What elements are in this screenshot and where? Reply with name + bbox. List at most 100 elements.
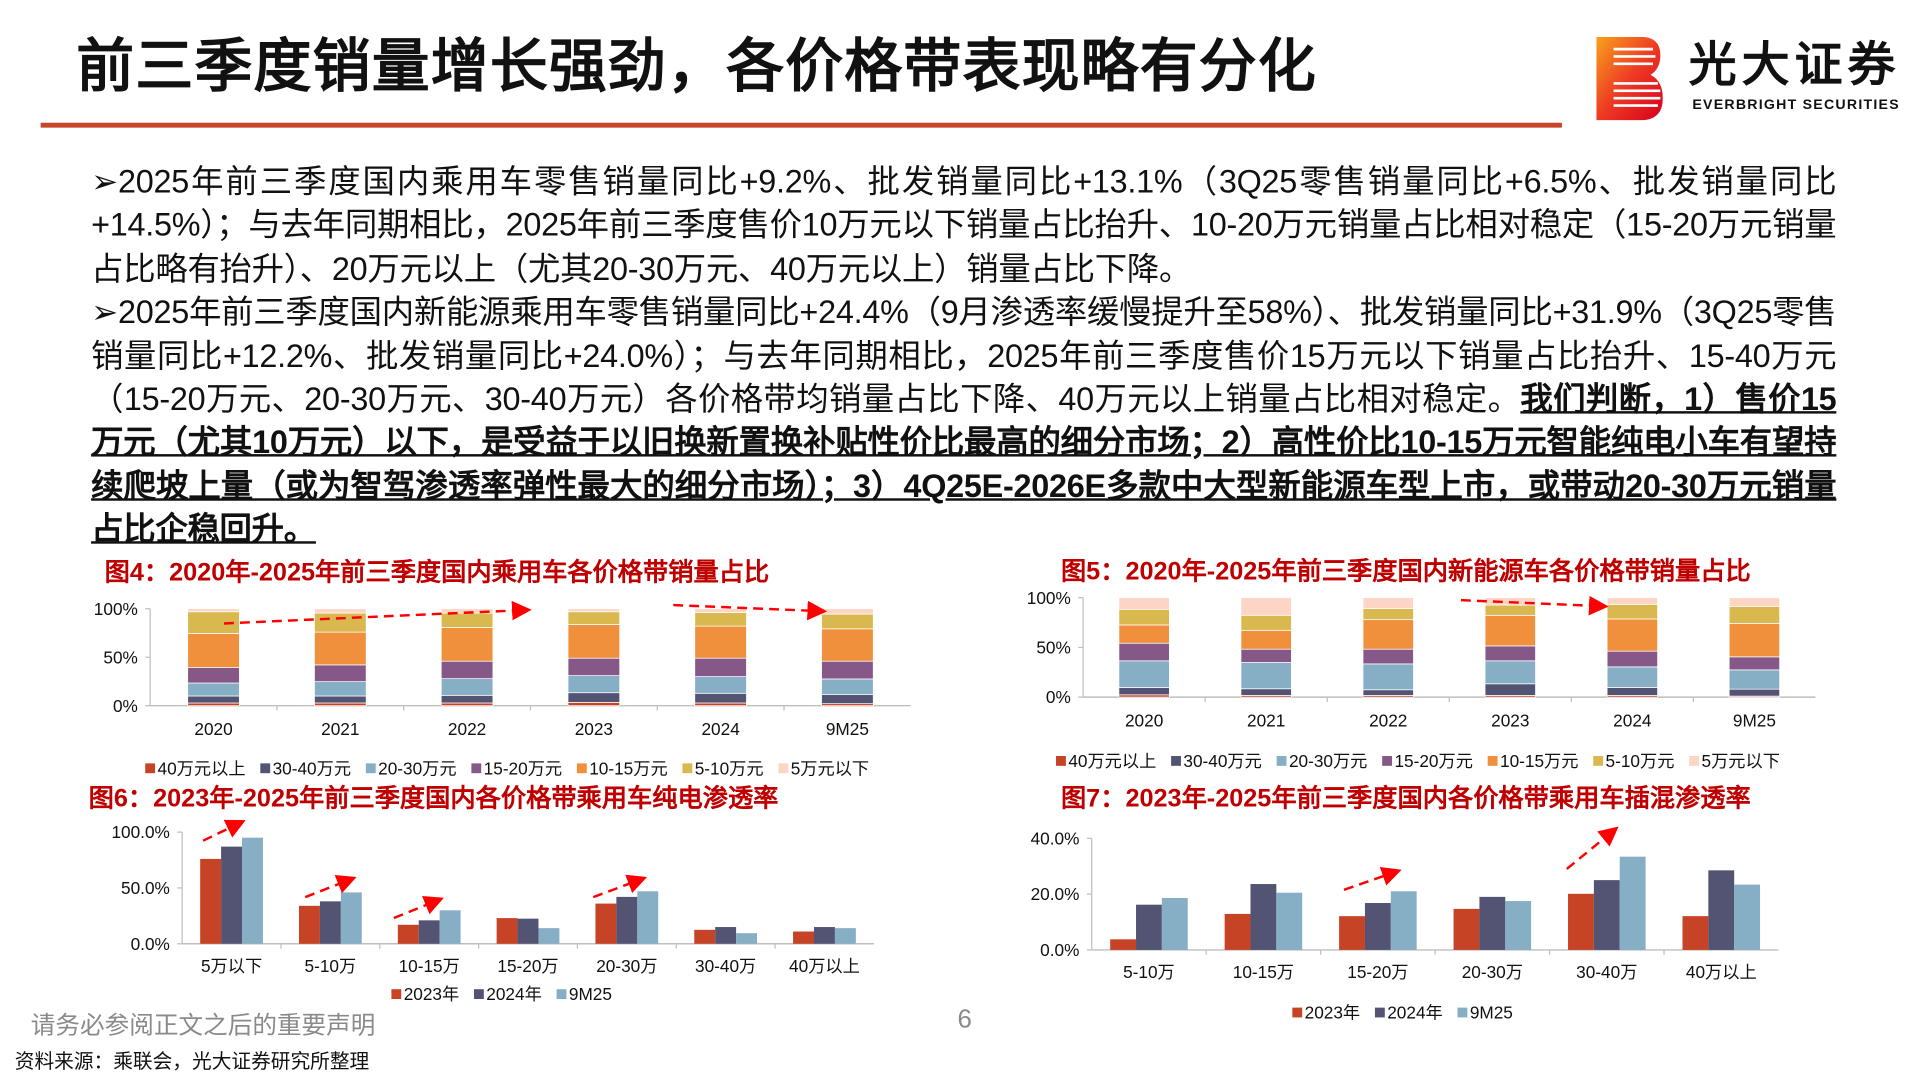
page-title: 前三季度销量增长强劲，各价格带表现略有分化	[76, 33, 1317, 99]
fig4-bar-segment	[694, 612, 747, 627]
fig5-bar-segment	[1606, 666, 1658, 688]
fig7-bar	[1250, 884, 1277, 950]
fig5-legend-label: 30-40万元	[1183, 751, 1261, 771]
fig6-category-label: 5-10万	[305, 956, 357, 976]
fig4-legend-swatch	[778, 763, 789, 774]
fig7-bar	[1161, 897, 1188, 950]
fig5-legend-label: 40万元以上	[1068, 751, 1156, 771]
fig6-bar	[319, 901, 341, 944]
fig4-y-tick-label: 0%	[113, 696, 138, 716]
fig5-bar-segment	[1118, 687, 1170, 696]
fig5-bar-segment	[1484, 614, 1536, 647]
everbright-logo-icon	[1596, 36, 1663, 121]
brand-name-en: EVERBRIGHT SECURITIES	[1692, 98, 1900, 113]
fig5-bar-segment	[1362, 619, 1414, 650]
fig4-legend-label: 10-15万元	[589, 758, 667, 778]
fig4-y-tick-label: 100%	[94, 599, 138, 619]
fig4-bar-segment	[567, 657, 621, 677]
fig7-category-label: 30-40万	[1576, 962, 1637, 982]
fig4-bar-segment	[694, 692, 747, 704]
fig6-y-tick-label: 100.0%	[111, 822, 169, 842]
fig6-bar	[439, 910, 461, 944]
fig4-bar-segment	[694, 657, 747, 677]
fig7-legend-label: 2023年	[1305, 1003, 1361, 1023]
fig5-legend-label: 15-20万元	[1394, 751, 1472, 771]
fig4-bar-segment	[694, 702, 747, 707]
fig4-legend-swatch	[365, 763, 376, 774]
fig4-legend-swatch	[260, 763, 271, 774]
fig4-bar-segment	[440, 694, 494, 704]
trend-arrow-icon	[673, 600, 828, 621]
fig4-category-label: 9M25	[826, 719, 869, 739]
trend-arrow-icon	[592, 874, 648, 899]
fig4-legend-swatch	[682, 763, 693, 774]
fig4-bar-segment	[187, 682, 240, 697]
fig6-bar	[736, 933, 758, 944]
fig6-category-label: 15-20万	[497, 956, 558, 976]
fig5-bar-segment	[1606, 597, 1658, 605]
fig4-bar-segment	[314, 695, 367, 704]
trend-arrow-icon	[223, 600, 532, 625]
fig7-legend-swatch	[1292, 1007, 1303, 1018]
fig4-bar-segment	[567, 692, 621, 703]
fig5-bar-segment	[1728, 622, 1781, 658]
fig4-bar-segment	[567, 624, 621, 659]
fig4-legend-label: 5-10万元	[695, 758, 764, 778]
paragraph-nev-conclusion: 我们判断，1）售价15万元（尤其10万元）以下，是受益于以旧换新置换补贴性价比最…	[91, 380, 1837, 548]
fig5-bar-segment	[1118, 624, 1170, 644]
fig4-bar-segment	[821, 608, 874, 615]
fig5-bar-segment	[1362, 608, 1414, 621]
fig4-bar-segment	[314, 612, 367, 633]
fig4-bar-segment	[440, 660, 494, 680]
fig7-category-label: 40万以上	[1686, 962, 1757, 982]
fig5-bar-segment	[1728, 669, 1781, 690]
fig5-bar-segment	[1118, 597, 1170, 610]
fig5-legend-swatch	[1593, 756, 1604, 766]
fig5-legend-swatch	[1171, 756, 1181, 766]
fig5-bar-segment	[1484, 604, 1536, 616]
page-number: 6	[957, 1005, 972, 1034]
fig5-bar-segment	[1362, 648, 1414, 665]
fig7-bar	[1568, 893, 1594, 950]
fig7-bar	[1619, 856, 1646, 950]
fig6-bar	[793, 931, 814, 944]
fig5-bar-segment	[1728, 688, 1781, 697]
fig7-legend-swatch	[1457, 1007, 1468, 1018]
fig5-bar-segment	[1606, 650, 1658, 668]
fig6-y-tick-label: 0.0%	[131, 934, 170, 954]
fig5-bar-segment	[1118, 608, 1170, 626]
fig6-legend-label: 9M25	[569, 984, 612, 1004]
fig4-category-label: 2021	[321, 719, 359, 739]
fig4-bar-segment	[821, 694, 874, 705]
fig4-legend-label: 30-40万元	[273, 758, 351, 778]
fig6-legend-swatch	[473, 989, 484, 1000]
fig5-category-label: 9M25	[1733, 711, 1776, 731]
fig5-category-label: 2022	[1369, 711, 1407, 731]
fig4-legend-label: 15-20万元	[484, 758, 562, 778]
fig7-category-label: 10-15万	[1233, 962, 1294, 982]
fig6-bar	[340, 892, 362, 944]
fig6-bar	[616, 896, 638, 944]
fig5-bar-segment	[1240, 688, 1292, 696]
fig4-bar-segment	[187, 608, 240, 613]
fig5-bar-segment	[1362, 597, 1414, 609]
brand-name-cn: 光大证券	[1688, 39, 1901, 93]
fig7-category-label: 5-10万	[1123, 962, 1175, 982]
fig7-bar	[1734, 884, 1761, 950]
fig5-bar-segment	[1484, 660, 1536, 685]
fig4-bar-segment	[440, 627, 494, 662]
fig7-bar	[1364, 903, 1391, 950]
fig4-bar-segment	[187, 633, 240, 668]
fig7-bar	[1339, 916, 1365, 950]
fig4-category-label: 2024	[701, 719, 740, 739]
fig6-bar	[298, 905, 320, 944]
fig4-bar-segment	[694, 676, 747, 694]
fig5-bar-segment	[1728, 597, 1781, 607]
fig5-bar-segment	[1606, 603, 1658, 620]
fig4-bar-segment	[187, 702, 240, 707]
fig7-bar	[1453, 908, 1480, 950]
fig6-category-label: 30-40万	[695, 956, 756, 976]
fig5-bar-segment	[1240, 597, 1292, 616]
